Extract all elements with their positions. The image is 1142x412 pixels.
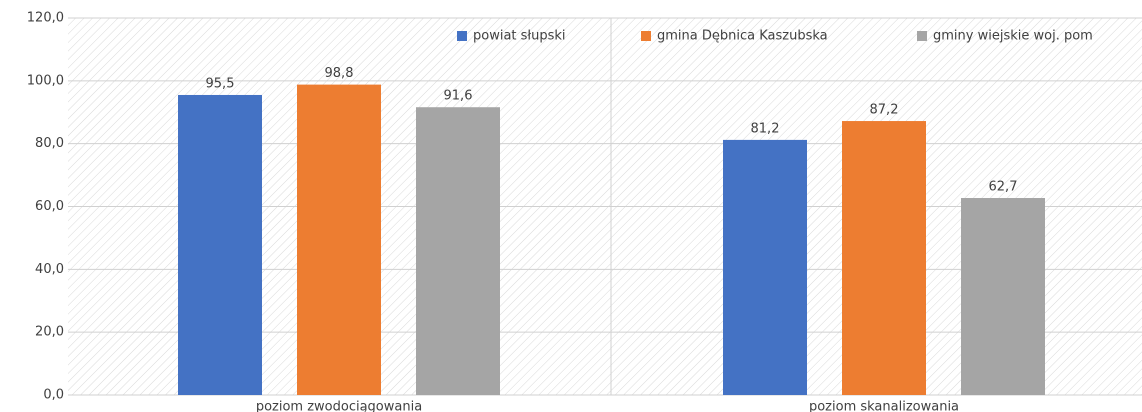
y-tick-label: 60,0 — [35, 199, 64, 214]
bar — [961, 198, 1045, 395]
legend-label: gminy wiejskie woj. pom — [933, 29, 1093, 44]
x-tick-label: poziom skanalizowania — [809, 400, 959, 412]
bar — [297, 84, 381, 395]
y-tick-label: 40,0 — [35, 262, 64, 277]
y-tick-label: 100,0 — [27, 73, 64, 88]
value-label: 87,2 — [870, 103, 899, 118]
value-label: 91,6 — [444, 89, 473, 104]
value-label: 81,2 — [751, 121, 780, 136]
y-tick-label: 80,0 — [35, 136, 64, 151]
y-tick-label: 20,0 — [35, 325, 64, 340]
x-tick-label: poziom zwodociągowania — [256, 400, 422, 412]
value-label: 98,8 — [325, 66, 354, 81]
y-tick-label: 120,0 — [27, 11, 64, 26]
legend-swatch — [641, 31, 651, 41]
y-tick-label: 0,0 — [43, 388, 64, 403]
bar — [842, 121, 926, 396]
bar — [178, 94, 262, 396]
bar — [416, 107, 500, 396]
legend-label: gmina Dębnica Kaszubska — [657, 29, 828, 44]
legend-label: powiat słupski — [473, 29, 566, 44]
bar — [723, 139, 807, 395]
value-label: 95,5 — [206, 76, 235, 91]
legend-swatch — [457, 31, 467, 41]
value-label: 62,7 — [989, 180, 1018, 195]
legend-swatch — [917, 31, 927, 41]
